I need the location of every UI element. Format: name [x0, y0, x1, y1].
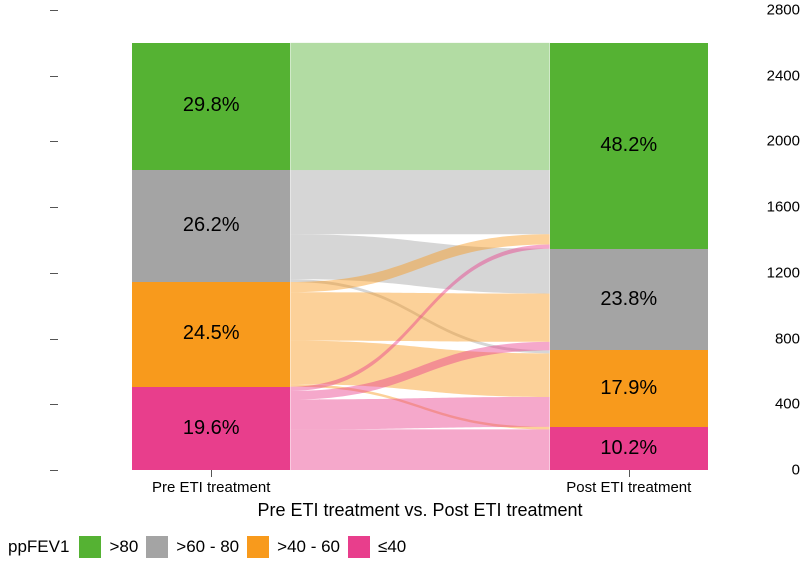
- legend-swatch-le40: [348, 536, 370, 558]
- y-tick-mark: [50, 273, 58, 274]
- y-tick-label: 0: [756, 462, 800, 479]
- legend-label-60_80: >60 - 80: [176, 537, 239, 557]
- legend-label-gt80: >80: [109, 537, 138, 557]
- x-axis-title: Pre ETI treatment vs. Post ETI treatment: [220, 500, 620, 521]
- y-tick-mark: [50, 10, 58, 11]
- y-tick-label: 2800: [756, 2, 800, 19]
- alluvial-chart: 29.8%26.2%24.5%19.6%48.2%23.8%17.9%10.2%…: [0, 0, 800, 564]
- plot-area: 29.8%26.2%24.5%19.6%48.2%23.8%17.9%10.2%: [60, 10, 780, 470]
- legend-label-le40: ≤40: [378, 537, 406, 557]
- flow-60_80-to-gt80: [290, 170, 549, 234]
- y-tick-mark: [50, 470, 58, 471]
- y-tick-mark: [50, 76, 58, 77]
- legend: ppFEV1 >80 >60 - 80 >40 - 60 ≤40: [8, 536, 406, 558]
- legend-title: ppFEV1: [8, 537, 69, 557]
- y-tick-label: 800: [756, 330, 800, 347]
- y-tick-mark: [50, 339, 58, 340]
- y-tick-label: 400: [756, 396, 800, 413]
- y-tick-label: 1200: [756, 264, 800, 281]
- x-tick-label-post: Post ETI treatment: [566, 479, 691, 496]
- y-tick-mark: [50, 404, 58, 405]
- y-tick-label: 2000: [756, 133, 800, 150]
- legend-label-40_60: >40 - 60: [277, 537, 340, 557]
- x-tick-label-pre: Pre ETI treatment: [152, 479, 270, 496]
- flow-le40-to-le40: [290, 429, 549, 470]
- y-tick-mark: [50, 207, 58, 208]
- x-tick-mark-pre: [211, 470, 212, 477]
- x-tick-mark-post: [629, 470, 630, 477]
- flow-le40-to-40_60: [290, 397, 549, 429]
- y-tick-label: 1600: [756, 199, 800, 216]
- legend-swatch-40_60: [247, 536, 269, 558]
- legend-swatch-60_80: [146, 536, 168, 558]
- y-tick-label: 2400: [756, 67, 800, 84]
- y-tick-mark: [50, 141, 58, 142]
- flows-svg: [60, 10, 780, 470]
- legend-swatch-gt80: [79, 536, 101, 558]
- flow-gt80-to-gt80: [290, 43, 549, 170]
